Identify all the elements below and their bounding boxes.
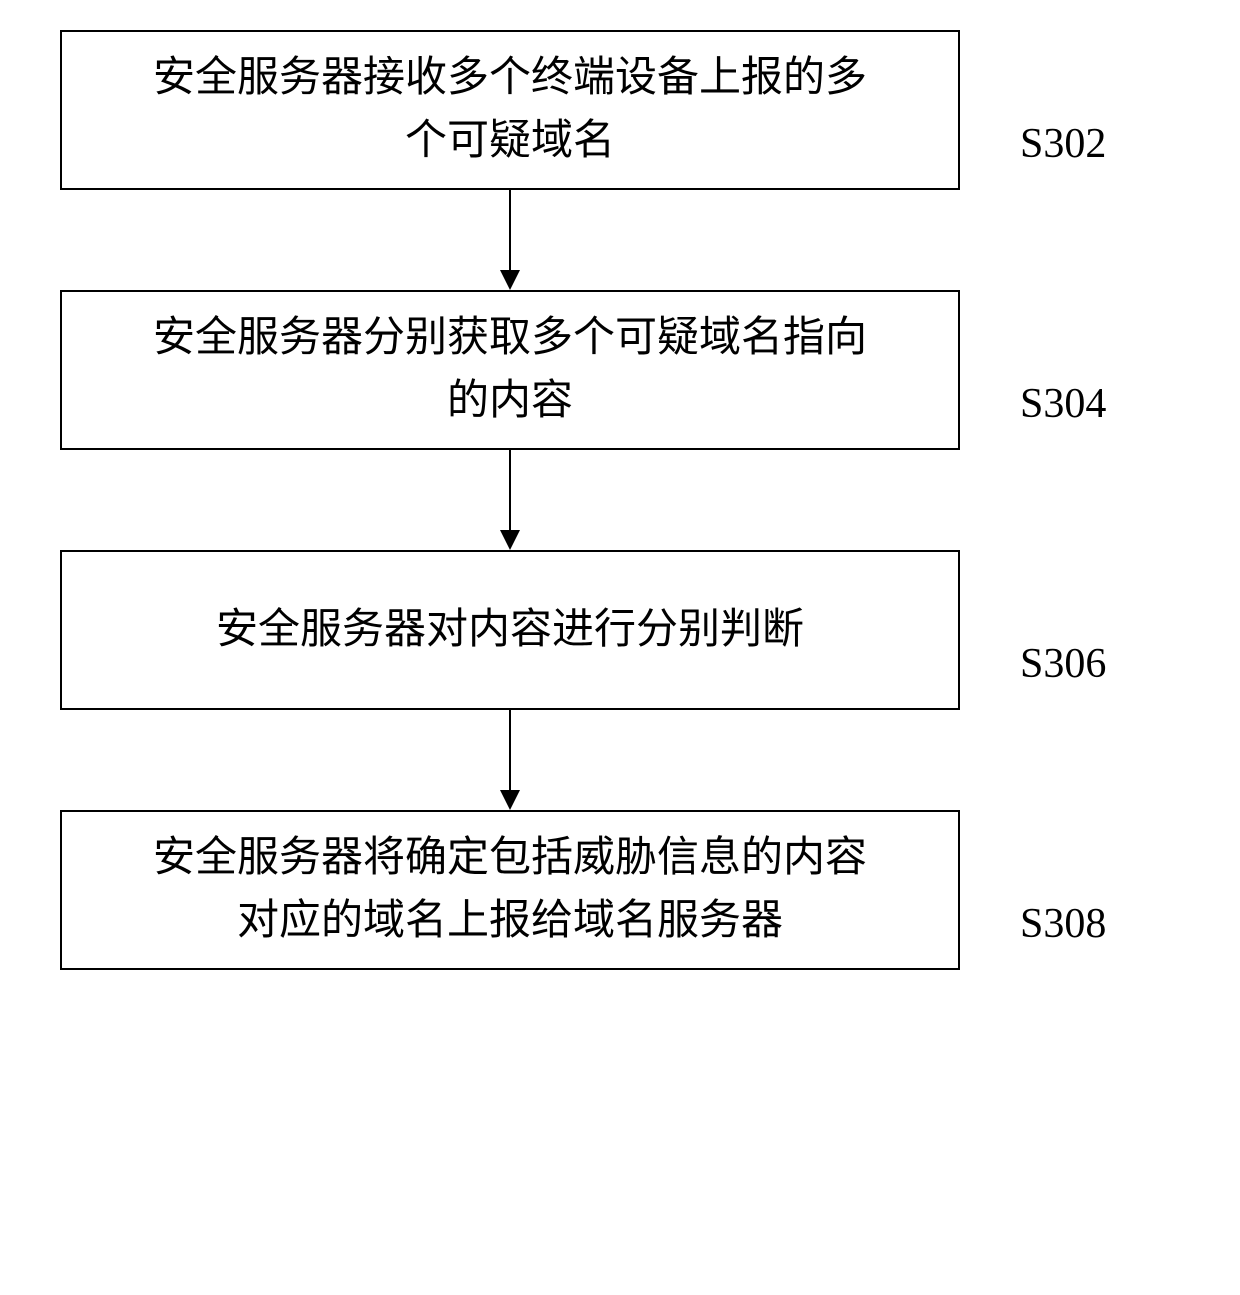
flowchart-step-box: 安全服务器将确定包括威胁信息的内容对应的域名上报给域名服务器 [60,810,960,970]
flowchart-step-text: 安全服务器接收多个终端设备上报的多个可疑域名 [153,47,867,173]
arrow-icon [490,450,530,550]
flowchart-step-text: 安全服务器将确定包括威胁信息的内容对应的域名上报给域名服务器 [153,827,867,953]
flowchart-step-box: 安全服务器对内容进行分别判断 [60,550,960,710]
step-label: S306 [1020,640,1106,688]
flowchart-step-box: 安全服务器分别获取多个可疑域名指向的内容 [60,290,960,450]
flowchart-step-text: 安全服务器分别获取多个可疑域名指向的内容 [153,307,867,433]
flowchart-step-text: 安全服务器对内容进行分别判断 [216,599,804,662]
flowchart-arrow [60,450,960,550]
step-label: S302 [1020,120,1106,168]
flowchart-arrow [60,190,960,290]
arrow-icon [490,190,530,290]
step-label: S304 [1020,380,1106,428]
flowchart-arrow [60,710,960,810]
step-label: S308 [1020,900,1106,948]
flowchart-container: 安全服务器接收多个终端设备上报的多个可疑域名 S302 安全服务器分别获取多个可… [60,30,1180,970]
arrow-icon [490,710,530,810]
flowchart-step-box: 安全服务器接收多个终端设备上报的多个可疑域名 [60,30,960,190]
